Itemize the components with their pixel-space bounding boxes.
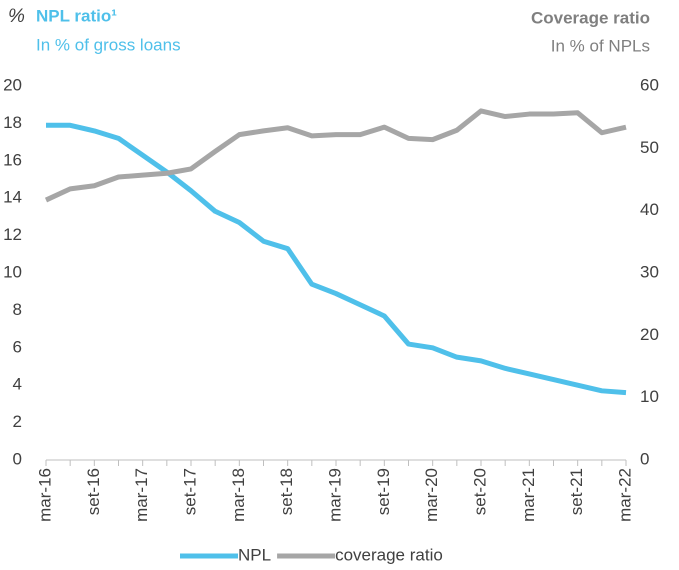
y-tick-label: 16 — [3, 150, 22, 169]
x-tick-label: mar-18 — [229, 468, 248, 522]
x-tick-label: set-16 — [84, 468, 103, 515]
y-tick-label: 20 — [3, 75, 22, 94]
x-tick-label: mar-22 — [615, 468, 634, 522]
x-tick-label: mar-16 — [35, 468, 54, 522]
y-tick-label: 10 — [3, 262, 22, 281]
y2-tick-label: 10 — [640, 387, 659, 406]
series-line — [46, 122, 627, 396]
y-tick-label: 2 — [13, 412, 22, 431]
series-line — [44, 108, 627, 203]
y-tick-label: 14 — [3, 188, 22, 207]
y2-tick-label: 50 — [640, 138, 659, 157]
y2-tick-label: 40 — [640, 200, 659, 219]
x-tick-label: set-17 — [180, 468, 199, 515]
x-tick-label: mar-21 — [519, 468, 538, 522]
y-tick-label: 12 — [3, 225, 22, 244]
y-tick-label: 8 — [13, 300, 22, 319]
y-tick-label: 18 — [3, 113, 22, 132]
legend-label: coverage ratio — [335, 545, 443, 564]
y2-tick-label: 30 — [640, 262, 659, 281]
x-tick-label: set-18 — [277, 468, 296, 515]
x-tick-label: mar-20 — [422, 468, 441, 522]
x-tick-label: set-20 — [470, 468, 489, 515]
y2-title: Coverage ratio — [531, 8, 650, 27]
x-tick-label: set-21 — [567, 468, 586, 515]
y2-subtitle: In % of NPLs — [551, 36, 650, 55]
x-tick-label: mar-17 — [132, 468, 151, 522]
legend-label: NPL — [238, 545, 271, 564]
x-tick-label: mar-19 — [325, 468, 344, 522]
y-tick-label: 4 — [13, 375, 22, 394]
y2-tick-label: 60 — [640, 75, 659, 94]
y2-tick-label: 0 — [640, 449, 649, 468]
x-tick-label: set-19 — [374, 468, 393, 515]
y-tick-label: 6 — [13, 337, 22, 356]
unit-label: % — [8, 6, 25, 27]
y-tick-label: 0 — [13, 449, 22, 468]
chart-title: NPL ratio¹ — [36, 6, 117, 25]
y2-tick-label: 20 — [640, 325, 659, 344]
chart-subtitle: In % of gross loans — [36, 35, 181, 54]
